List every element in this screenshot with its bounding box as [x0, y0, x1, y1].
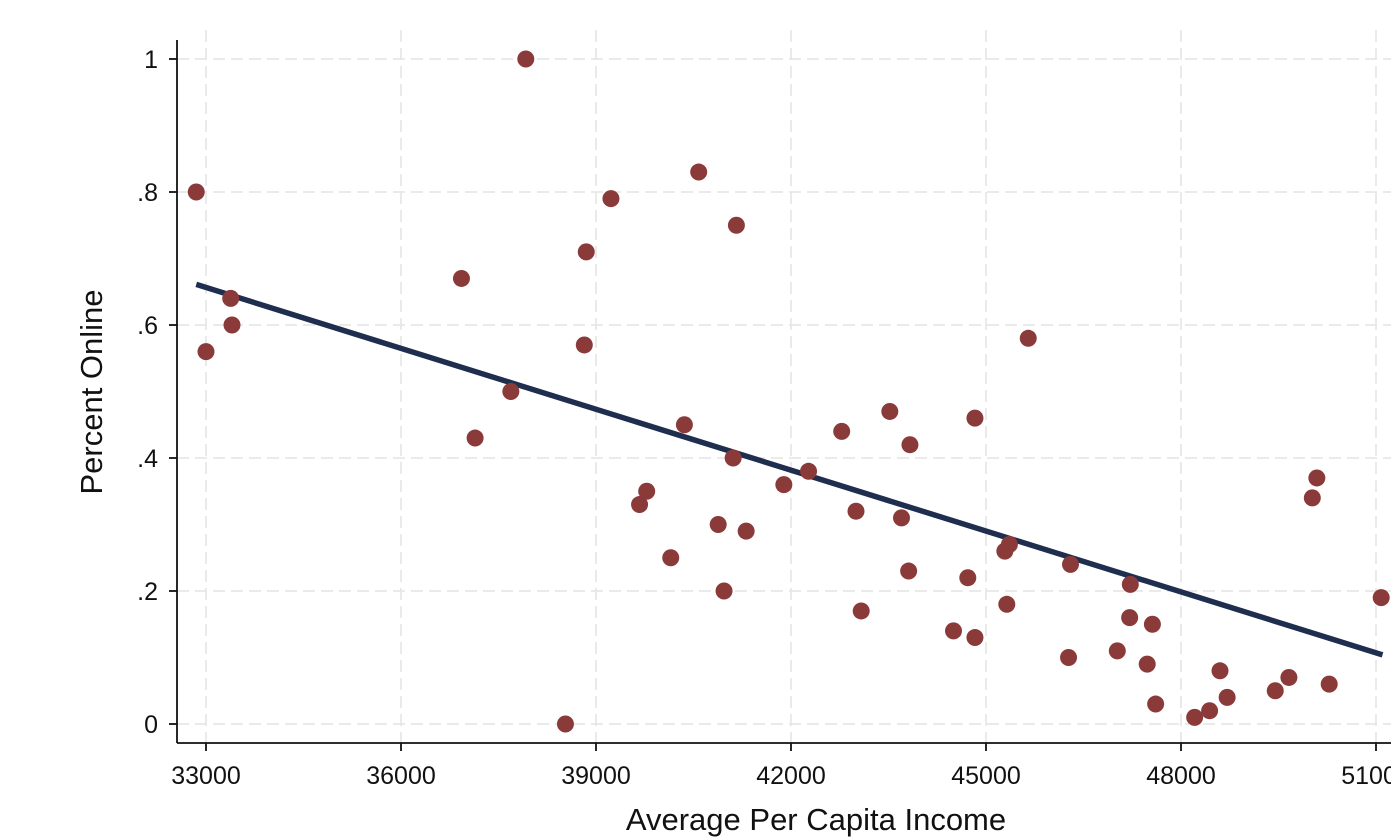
- data-point: [966, 409, 984, 427]
- data-point: [1303, 489, 1321, 507]
- y-tick-label: .4: [137, 445, 158, 473]
- data-point: [222, 289, 240, 307]
- data-point: [1147, 695, 1165, 713]
- data-point: [1143, 615, 1161, 633]
- y-tick-label: .6: [137, 312, 158, 340]
- y-axis-title: Percent Online: [74, 289, 109, 494]
- data-point: [800, 462, 818, 480]
- fit-line: [195, 281, 1384, 658]
- data-point: [893, 509, 910, 527]
- data-point: [1138, 655, 1156, 673]
- y-tick-label: 0: [144, 711, 158, 739]
- data-point: [1266, 682, 1284, 700]
- data-point: [690, 163, 708, 181]
- data-point: [1000, 535, 1018, 553]
- data-point: [715, 582, 733, 600]
- data-point: [577, 243, 595, 261]
- data-point: [223, 316, 241, 334]
- axes: [176, 40, 1391, 744]
- data-point: [197, 343, 215, 361]
- data-point: [502, 383, 520, 400]
- fit-line-layer: [195, 281, 1384, 658]
- data-points: [187, 50, 1390, 733]
- x-tick-label: 39000: [561, 762, 631, 790]
- data-point: [602, 190, 620, 208]
- data-point: [1372, 589, 1390, 607]
- data-point: [847, 502, 865, 520]
- data-point: [1062, 555, 1079, 573]
- data-point: [675, 416, 693, 434]
- x-axis-title: Average Per Capita Income: [626, 802, 1006, 837]
- data-point: [466, 429, 484, 447]
- data-point: [1019, 329, 1037, 347]
- data-point: [1060, 649, 1078, 666]
- data-point: [833, 422, 851, 440]
- data-point: [1280, 668, 1298, 686]
- x-tick-label: 33000: [171, 762, 241, 790]
- data-point: [881, 402, 899, 420]
- y-tick-label: .2: [137, 578, 158, 606]
- data-point: [1211, 662, 1229, 680]
- data-point: [945, 622, 962, 640]
- data-point: [966, 629, 984, 647]
- data-point: [452, 269, 470, 287]
- data-point: [724, 449, 742, 467]
- data-point: [998, 595, 1016, 613]
- data-point: [1121, 575, 1139, 593]
- y-tick-label: .8: [137, 179, 158, 207]
- data-point: [631, 496, 649, 514]
- data-point: [709, 516, 727, 533]
- x-tick-label: 45000: [951, 762, 1021, 790]
- x-tick-label: 36000: [366, 762, 436, 790]
- data-point: [1320, 675, 1338, 693]
- data-point: [852, 602, 870, 620]
- data-point: [575, 336, 593, 354]
- data-point: [727, 216, 745, 234]
- data-point: [737, 522, 755, 540]
- data-point: [775, 476, 793, 494]
- data-point: [1201, 702, 1219, 720]
- data-point: [1218, 688, 1236, 706]
- data-point: [662, 549, 680, 567]
- data-point: [1121, 609, 1139, 627]
- data-point: [556, 715, 574, 733]
- data-point: [1186, 708, 1204, 726]
- x-tick-label: 48000: [1146, 762, 1216, 790]
- data-point: [638, 482, 656, 500]
- data-point: [517, 50, 535, 68]
- data-point: [901, 436, 919, 454]
- gridlines: [177, 30, 1391, 743]
- data-point: [1108, 642, 1126, 660]
- y-tick-label: 1: [144, 46, 158, 74]
- data-point: [187, 183, 205, 201]
- data-point: [1308, 469, 1326, 487]
- x-tick-label: 42000: [756, 762, 826, 790]
- data-point: [959, 569, 977, 587]
- data-point: [900, 562, 918, 580]
